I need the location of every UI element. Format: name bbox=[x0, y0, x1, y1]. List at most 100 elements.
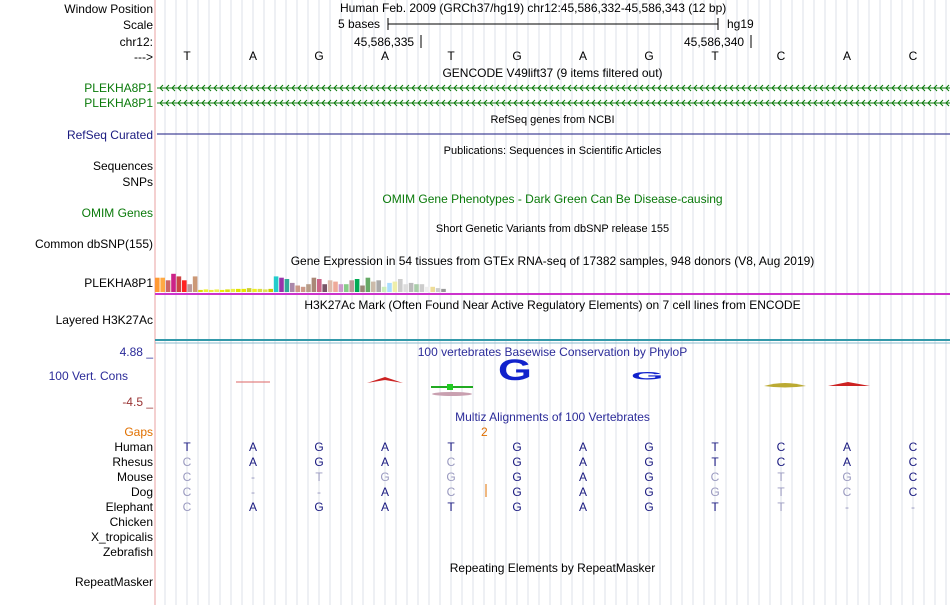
species-label-x-tropicalis[interactable]: X_tropicalis bbox=[90, 530, 153, 544]
species-label-mouse[interactable]: Mouse bbox=[116, 470, 153, 484]
gencode-strand-arrow bbox=[765, 99, 770, 107]
gencode-strand-arrow bbox=[435, 84, 440, 92]
gtex-bar bbox=[155, 277, 160, 292]
phylop-title[interactable]: 100 vertebrates Basewise Conservation by… bbox=[417, 345, 688, 359]
gtex-bar bbox=[209, 289, 214, 292]
gencode-strand-arrow bbox=[177, 84, 182, 92]
species-base: C bbox=[446, 485, 456, 499]
phylop-label[interactable]: 100 Vert. Cons bbox=[48, 369, 128, 383]
gtex-bar bbox=[349, 280, 354, 292]
gtex-label[interactable]: PLEKHA8P1 bbox=[84, 276, 153, 290]
gencode-strand-arrow bbox=[807, 84, 812, 92]
gtex-title[interactable]: Gene Expression in 54 tissues from GTEx … bbox=[290, 254, 815, 268]
gencode-strand-arrow bbox=[747, 99, 752, 107]
species-base: T bbox=[447, 440, 455, 454]
dbsnp-label[interactable]: Common dbSNP(155) bbox=[34, 237, 153, 251]
gencode-strand-arrow bbox=[411, 99, 416, 107]
gap-count: 2 bbox=[481, 425, 488, 439]
species-base: - bbox=[845, 500, 849, 514]
gencode-strand-arrow bbox=[795, 84, 800, 92]
gencode-strand-arrow bbox=[555, 99, 560, 107]
gencode-strand-arrow bbox=[435, 99, 440, 107]
gencode-strand-arrow bbox=[813, 84, 818, 92]
sequence-base: G bbox=[314, 49, 324, 63]
gencode-strand-arrow bbox=[681, 84, 686, 92]
gencode-strand-arrow bbox=[645, 84, 650, 92]
gtex-bar bbox=[214, 289, 219, 292]
gencode-strand-arrow bbox=[471, 84, 476, 92]
species-label-dog[interactable]: Dog bbox=[130, 485, 153, 499]
refseq-label[interactable]: RefSeq Curated bbox=[66, 128, 153, 142]
species-base: A bbox=[248, 440, 257, 454]
publications-label[interactable]: Sequences bbox=[92, 159, 153, 173]
gencode-strand-arrow bbox=[171, 84, 176, 92]
sequence-base: A bbox=[248, 49, 257, 63]
gencode-strand-arrow bbox=[213, 84, 218, 92]
gencode-strand-arrow bbox=[483, 99, 488, 107]
species-base: G bbox=[512, 470, 522, 484]
repeatmasker-title[interactable]: Repeating Elements by RepeatMasker bbox=[449, 561, 656, 575]
gencode-strand-arrow bbox=[657, 99, 662, 107]
gencode-strand-arrow bbox=[387, 84, 392, 92]
sequence-base: A bbox=[578, 49, 587, 63]
gencode-strand-arrow bbox=[423, 99, 428, 107]
species-base: G bbox=[644, 440, 654, 454]
gencode-strand-arrow bbox=[873, 99, 878, 107]
species-base: - bbox=[317, 485, 321, 499]
gencode-strand-arrow bbox=[819, 99, 824, 107]
refseq-title[interactable]: RefSeq genes from NCBI bbox=[490, 114, 615, 126]
gencode-strand-arrow bbox=[867, 84, 872, 92]
gencode-strand-arrow bbox=[483, 84, 488, 92]
gencode-strand-arrow bbox=[429, 99, 434, 107]
gencode-strand-arrow bbox=[459, 84, 464, 92]
gencode-strand-arrow bbox=[831, 99, 836, 107]
dbsnp-title[interactable]: Short Genetic Variants from dbSNP releas… bbox=[435, 223, 670, 235]
gencode-strand-arrow bbox=[417, 84, 422, 92]
publications-title[interactable]: Publications: Sequences in Scientific Ar… bbox=[443, 145, 662, 157]
h3k27ac-title[interactable]: H3K27Ac Mark (Often Found Near Active Re… bbox=[304, 298, 801, 312]
gencode-strand-arrow bbox=[633, 84, 638, 92]
species-label-zebrafish[interactable]: Zebrafish bbox=[102, 545, 153, 559]
omim-title[interactable]: OMIM Gene Phenotypes - Dark Green Can Be… bbox=[382, 192, 723, 206]
species-base: A bbox=[578, 485, 587, 499]
gtex-bar bbox=[171, 273, 176, 292]
species-label-elephant[interactable]: Elephant bbox=[105, 500, 153, 514]
gencode-strand-arrow bbox=[327, 84, 332, 92]
gtex-bar bbox=[273, 276, 279, 292]
snps-label[interactable]: SNPs bbox=[122, 175, 153, 189]
gencode-strand-arrow bbox=[501, 99, 506, 107]
multiz-title[interactable]: Multiz Alignments of 100 Vertebrates bbox=[455, 410, 650, 424]
gencode-strand-arrow bbox=[567, 84, 572, 92]
species-base: C bbox=[842, 485, 852, 499]
gencode-title[interactable]: GENCODE V49lift37 (9 items filtered out) bbox=[442, 66, 663, 80]
gencode-strand-arrow bbox=[777, 84, 782, 92]
gencode-strand-arrow bbox=[861, 99, 866, 107]
gencode-gene-1-label[interactable]: PLEKHA8P1 bbox=[84, 81, 153, 95]
gencode-strand-arrow bbox=[873, 84, 878, 92]
gencode-strand-arrow bbox=[729, 84, 734, 92]
repeatmasker-label[interactable]: RepeatMasker bbox=[74, 575, 153, 589]
species-label-human[interactable]: Human bbox=[114, 440, 153, 454]
omim-label[interactable]: OMIM Genes bbox=[81, 206, 153, 220]
gencode-strand-arrow bbox=[261, 99, 266, 107]
gencode-strand-arrow bbox=[249, 84, 254, 92]
h3k27ac-label[interactable]: Layered H3K27Ac bbox=[55, 313, 153, 327]
gencode-strand-arrow bbox=[549, 99, 554, 107]
gencode-gene-2-label[interactable]: PLEKHA8P1 bbox=[84, 96, 153, 110]
species-base: T bbox=[711, 455, 719, 469]
gencode-strand-arrow bbox=[183, 84, 188, 92]
gencode-strand-arrow bbox=[693, 99, 698, 107]
sequence-base: T bbox=[447, 49, 455, 63]
gtex-bar bbox=[236, 288, 241, 292]
species-label-rhesus[interactable]: Rhesus bbox=[112, 455, 153, 469]
sequence-base: C bbox=[908, 49, 918, 63]
gencode-strand-arrow bbox=[903, 84, 908, 92]
gencode-strand-arrow bbox=[255, 84, 260, 92]
gencode-strand-arrow bbox=[531, 99, 536, 107]
gtex-bar bbox=[381, 286, 387, 292]
gencode-strand-arrow bbox=[927, 99, 932, 107]
species-label-chicken[interactable]: Chicken bbox=[109, 515, 153, 529]
gencode-strand-arrow bbox=[207, 84, 212, 92]
